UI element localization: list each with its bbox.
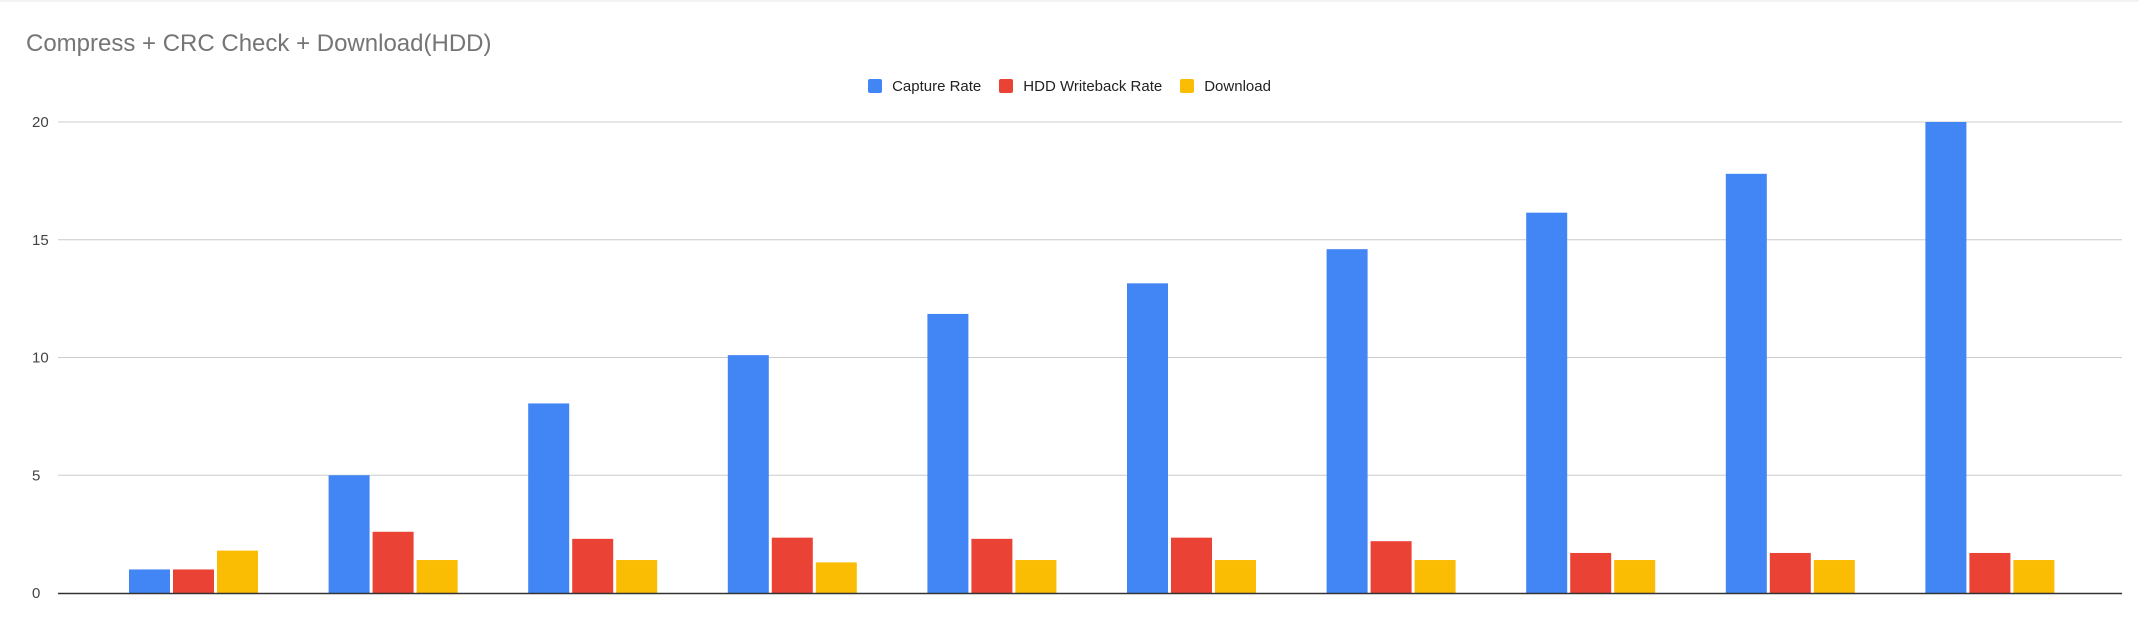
bar-download-4[interactable] [815,562,857,593]
bar-capture-rate-7[interactable] [1326,249,1368,594]
y-tick-label: 5 [32,467,40,484]
bar-download-6[interactable] [1215,560,1256,593]
bar-capture-rate-6[interactable] [1127,283,1168,593]
bar-capture-rate-2[interactable] [328,475,370,593]
chart-title: Compress + CRC Check + Download(HDD) [26,30,492,57]
bar-capture-rate-3[interactable] [528,403,570,593]
legend-label-download: Download [1204,77,1271,95]
bar-download-8[interactable] [1614,560,1656,593]
bar-capture-rate-10[interactable] [1925,122,1967,593]
bar-hdd-writeback-rate-8[interactable] [1570,552,1612,593]
bar-hdd-writeback-rate-6[interactable] [1171,537,1212,593]
legend-item-capture-rate[interactable]: Capture Rate [868,76,981,96]
bar-download-5[interactable] [1015,560,1057,593]
bar-download-9[interactable] [1813,560,1855,593]
y-tick-label: 0 [32,585,40,602]
legend-label-capture-rate: Capture Rate [892,77,982,95]
bars [129,122,2055,594]
bar-capture-rate-1[interactable] [129,569,170,593]
legend-label-hdd-writeback-rate: HDD Writeback Rate [1023,77,1163,95]
legend-swatch-hdd-writeback-rate [999,79,1014,93]
bar-hdd-writeback-rate-7[interactable] [1370,541,1412,593]
legend-swatch-capture-rate [868,79,883,93]
bar-capture-rate-8[interactable] [1526,212,1568,594]
bar-hdd-writeback-rate-4[interactable] [771,537,813,593]
y-tick-label: 20 [32,114,49,131]
y-tick-label: 15 [32,232,49,249]
bar-hdd-writeback-rate-10[interactable] [1969,552,2011,593]
legend-swatch-download [1180,79,1195,93]
bar-hdd-writeback-rate-3[interactable] [572,538,614,593]
bar-hdd-writeback-rate-2[interactable] [372,531,414,593]
bar-download-3[interactable] [616,560,658,593]
bar-capture-rate-4[interactable] [727,355,769,593]
y-axis-ticks: 0 5 10 15 20 [32,114,49,602]
bar-hdd-writeback-rate-1[interactable] [173,569,214,593]
bar-capture-rate-5[interactable] [927,313,969,593]
legend-item-download[interactable]: Download [1180,76,1271,96]
y-tick-label: 10 [32,350,49,367]
bar-hdd-writeback-rate-9[interactable] [1769,552,1811,593]
bar-download-2[interactable] [416,560,458,593]
bar-capture-rate-9[interactable] [1725,173,1767,593]
legend: Capture Rate HDD Writeback Rate Download [0,76,2139,96]
bar-download-10[interactable] [2013,560,2055,593]
legend-item-hdd-writeback-rate[interactable]: HDD Writeback Rate [999,76,1162,96]
top-divider [0,0,2139,2]
bar-download-7[interactable] [1414,560,1456,593]
gridlines [58,121,2122,476]
bar-hdd-writeback-rate-5[interactable] [971,538,1013,593]
bar-download-1[interactable] [217,550,258,593]
